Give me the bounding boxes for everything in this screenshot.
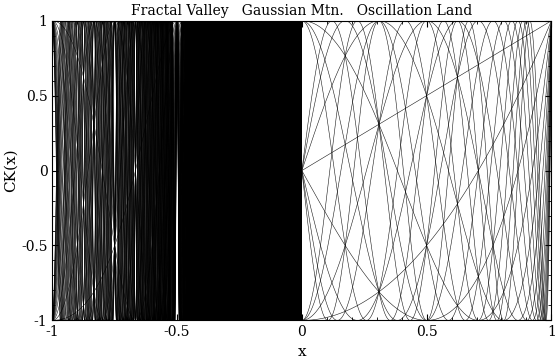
Y-axis label: CK(x): CK(x): [4, 149, 18, 192]
X-axis label: x: x: [297, 345, 306, 359]
Title: Fractal Valley   Gaussian Mtn.   Oscillation Land: Fractal Valley Gaussian Mtn. Oscillation…: [131, 4, 473, 18]
